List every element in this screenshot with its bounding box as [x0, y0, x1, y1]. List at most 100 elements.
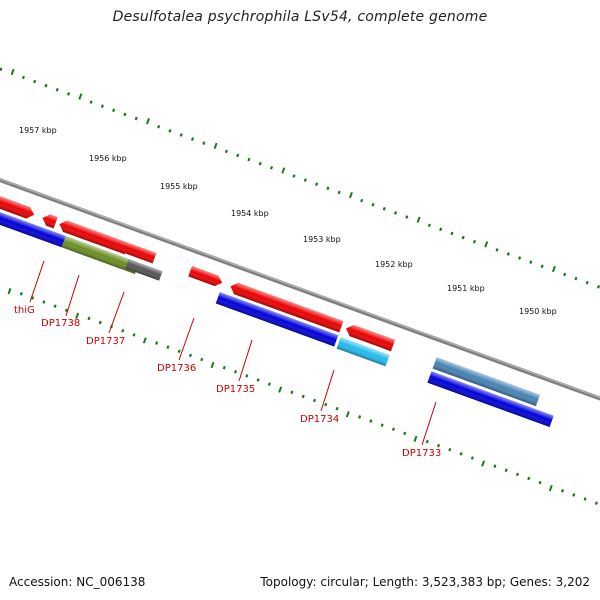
outer-tick — [66, 92, 71, 96]
outer-tick — [134, 116, 138, 121]
inner-tick — [64, 308, 68, 313]
inner-tick — [166, 345, 170, 349]
outer-tick — [78, 93, 83, 100]
gene-feature-shading — [432, 357, 541, 407]
gene-label: DP1735 — [216, 384, 255, 395]
inner-tick — [369, 419, 373, 423]
outer-tick — [202, 141, 206, 145]
kbp-label: 1955 kbp — [160, 182, 198, 191]
gene-label-leader — [238, 339, 253, 382]
outer-tick — [416, 216, 421, 223]
gene-label-group: thiG DP1738 DP1737 DP1736 DP1735 DP1734 DP1733 — [14, 260, 441, 459]
outer-tick — [191, 137, 195, 141]
outer-tick — [427, 223, 431, 228]
outer-tick — [360, 198, 364, 203]
outer-tick-ring — [0, 67, 600, 289]
outer-tick — [472, 239, 477, 244]
inner-tick — [87, 316, 91, 321]
inner-tick — [448, 447, 452, 452]
inner-tick — [594, 501, 598, 505]
outer-tick — [484, 241, 489, 248]
gene-feature-shading — [188, 266, 223, 286]
gene-label-leader — [29, 260, 45, 303]
gene-feature-shading — [336, 337, 390, 367]
outer-tick — [371, 202, 375, 207]
inner-tick — [391, 427, 395, 432]
inner-tick — [324, 402, 328, 407]
outer-tick — [596, 285, 600, 289]
inner-tick — [548, 484, 553, 492]
outer-tick — [551, 265, 556, 273]
outer-tick — [258, 161, 262, 166]
gene-feature-shading — [427, 371, 554, 428]
outer-tick — [326, 186, 330, 191]
gene-feature-shading — [59, 220, 130, 255]
gene-label: thiG — [14, 305, 35, 316]
inner-tick — [53, 304, 57, 308]
accession-text: Accession: NC_006138 — [9, 575, 146, 589]
outer-tick — [55, 88, 59, 92]
inner-tick — [425, 439, 429, 444]
gene-feature-shading — [0, 210, 66, 248]
inner-tick — [527, 476, 531, 481]
gene-label: DP1734 — [300, 414, 339, 425]
gene-feature-shading — [230, 282, 344, 333]
inner-tick — [75, 312, 80, 319]
outer-tick — [100, 104, 104, 109]
kbp-label: 1954 kbp — [231, 209, 269, 218]
genome-backbone-highlight — [0, 145, 600, 434]
outer-tick — [112, 108, 116, 113]
kbp-label: 1951 kbp — [447, 284, 485, 293]
gene-feature-shading — [61, 236, 140, 274]
gene-feature-shading — [42, 214, 58, 229]
inner-tick-ring — [0, 283, 598, 505]
outer-tick — [123, 112, 127, 117]
inner-tick — [436, 443, 441, 448]
inner-tick — [538, 480, 542, 485]
outer-tick — [495, 248, 499, 252]
inner-tick — [132, 333, 136, 337]
outer-tick — [292, 174, 296, 178]
outer-tick — [585, 280, 589, 285]
inner-tick — [413, 435, 418, 443]
inner-tick — [515, 472, 520, 477]
gene-label-leader — [108, 291, 125, 334]
inner-tick — [222, 365, 226, 370]
outer-tick — [281, 167, 286, 174]
outer-tick — [269, 165, 274, 170]
outer-tick — [506, 252, 510, 256]
kbp-label: 1957 kbp — [19, 126, 57, 135]
inner-tick — [188, 353, 193, 358]
outer-tick — [168, 129, 172, 133]
inner-tick — [572, 493, 576, 497]
inner-tick — [121, 328, 125, 333]
outer-tick — [540, 264, 544, 269]
outer-tick — [44, 83, 48, 88]
inner-tick — [358, 415, 362, 419]
gene-track — [0, 190, 554, 428]
inner-tick — [493, 464, 497, 468]
outer-tick — [461, 235, 465, 240]
outer-tick — [236, 153, 240, 158]
inner-tick — [234, 370, 238, 374]
gene-label: DP1737 — [86, 336, 125, 347]
outer-tick — [382, 207, 386, 211]
outer-tick — [10, 68, 15, 76]
kbp-label-group: 1957 kbp 1956 kbp 1955 kbp 1954 kbp 1953 kbp… — [19, 126, 557, 316]
outer-tick — [146, 118, 150, 125]
inner-tick — [561, 489, 565, 493]
genome-summary: Topology: circular; Length: 3,523,383 bp… — [260, 575, 590, 589]
inner-tick — [200, 357, 204, 362]
inner-tick — [155, 341, 159, 345]
outer-tick — [303, 178, 307, 182]
inner-tick — [290, 390, 294, 395]
outer-tick — [247, 157, 251, 162]
gene-feature-shading — [0, 190, 35, 219]
kbp-label: 1953 kbp — [303, 235, 341, 244]
inner-tick — [312, 398, 317, 403]
inner-tick — [177, 349, 181, 354]
outer-tick — [393, 211, 398, 215]
outer-tick — [574, 276, 578, 281]
inner-tick — [142, 337, 147, 344]
